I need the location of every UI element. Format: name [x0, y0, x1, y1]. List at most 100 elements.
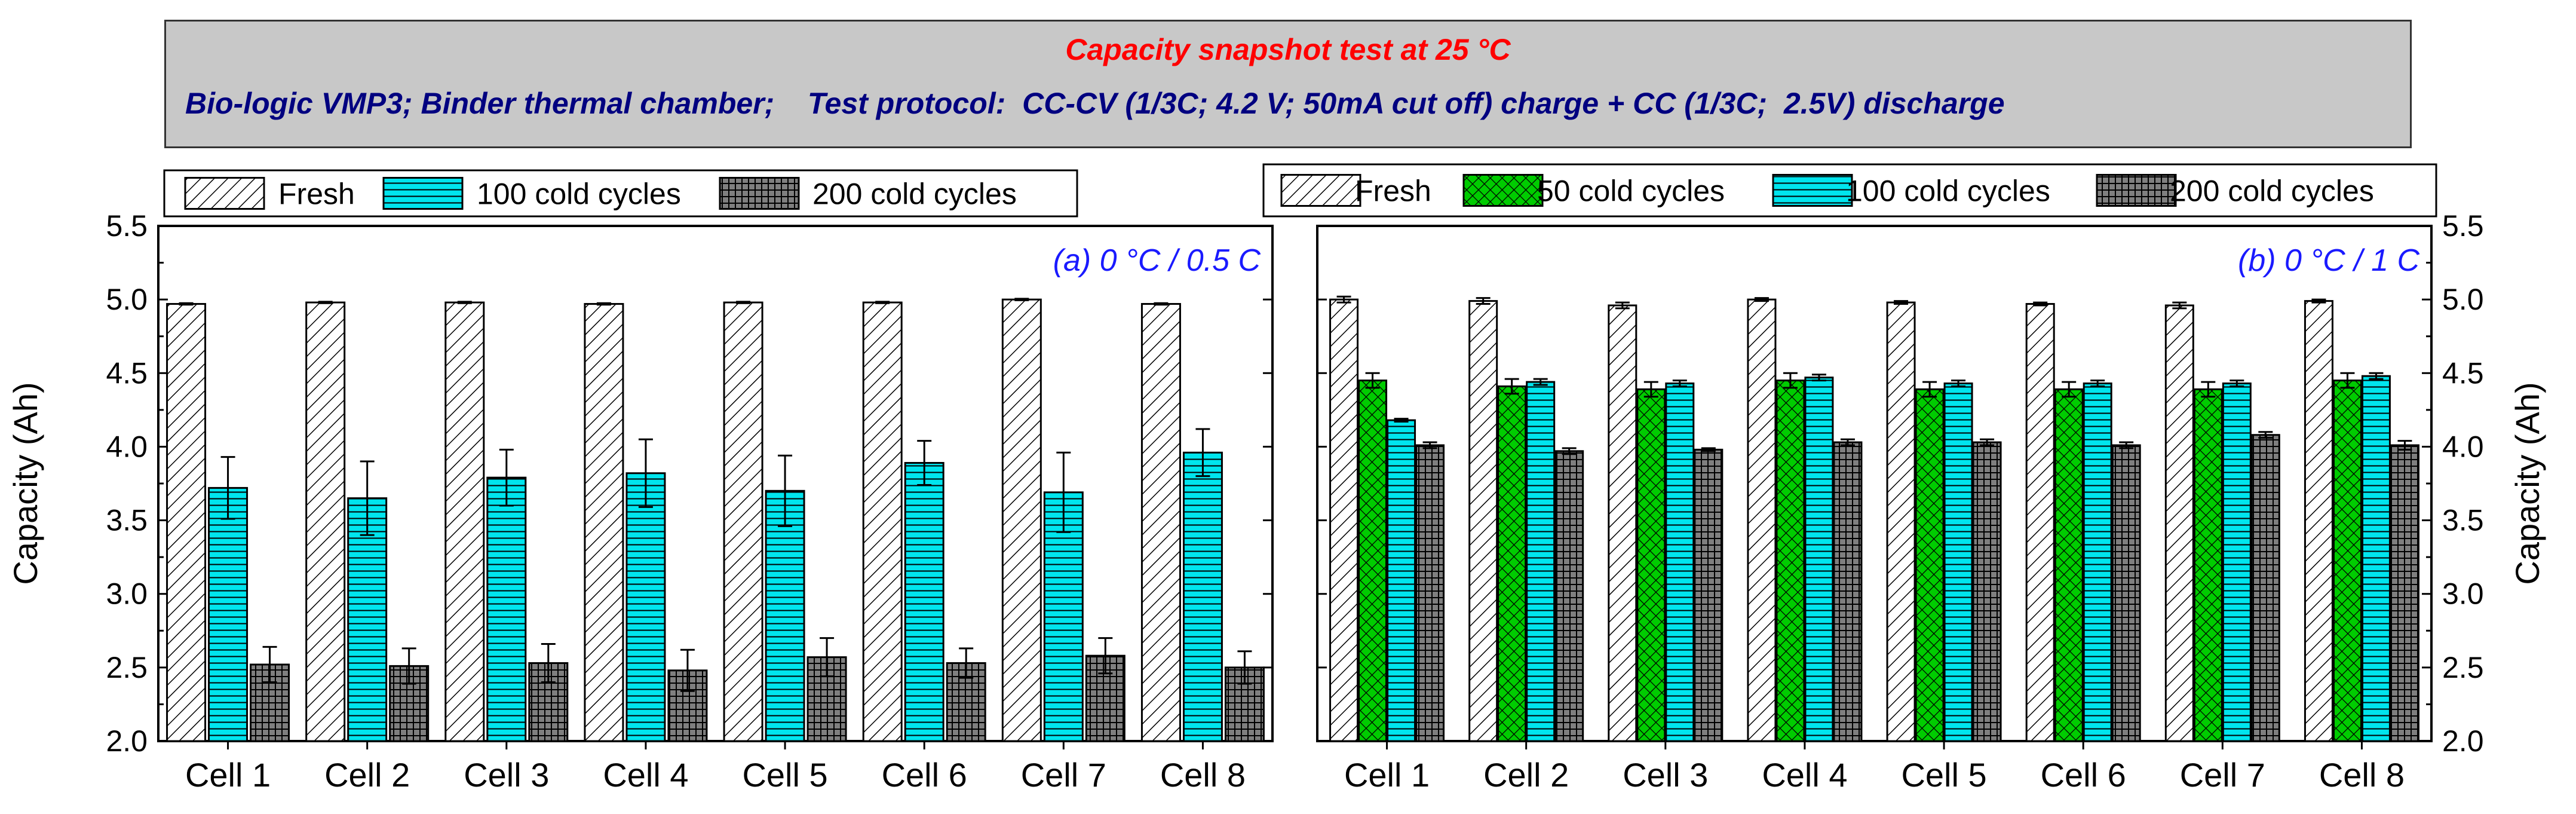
bar — [1915, 388, 1945, 742]
y-tick-label: 4.0 — [106, 430, 148, 463]
bar — [1943, 382, 1973, 742]
y-tick-label: 2.0 — [106, 724, 148, 758]
bar — [1001, 298, 1042, 742]
bar — [1497, 385, 1527, 742]
x-tick-label: Cell 7 — [2180, 756, 2265, 794]
bar — [2332, 380, 2362, 742]
bar — [1747, 298, 1777, 742]
x-tick-label: Cell 8 — [2319, 756, 2405, 794]
x-tick-label: Cell 2 — [1483, 756, 1569, 794]
bar — [347, 497, 388, 742]
bar — [904, 462, 944, 742]
legend-swatch — [1280, 174, 1361, 207]
x-tick-label: Cell 8 — [1160, 756, 1246, 794]
bar — [2304, 300, 2333, 742]
y-tick-label: 3.0 — [2442, 577, 2484, 611]
legend-swatch — [1772, 174, 1853, 207]
bar — [1694, 448, 1724, 742]
x-tick-label: Cell 6 — [2041, 756, 2126, 794]
bar — [1140, 303, 1181, 742]
legend-swatch — [1462, 174, 1544, 207]
bar — [1636, 388, 1666, 742]
bar — [1833, 441, 1863, 742]
bar — [2390, 444, 2419, 742]
bar — [1415, 444, 1445, 742]
y-tick-label: 4.0 — [2442, 430, 2484, 463]
bar — [1358, 380, 1388, 742]
bar — [2025, 303, 2055, 742]
legend-swatch — [719, 177, 800, 210]
x-tick-label: Cell 1 — [185, 756, 271, 794]
bar — [765, 489, 805, 742]
bar — [1972, 441, 2002, 742]
legend-label: 200 cold cycles — [2170, 175, 2374, 208]
bar — [208, 486, 249, 742]
legend-label: Fresh — [1355, 175, 1431, 208]
bar — [1608, 304, 1637, 742]
bar — [2054, 388, 2084, 742]
y-tick-label: 2.5 — [2442, 651, 2484, 684]
legend-label: 100 cold cycles — [477, 178, 681, 211]
x-tick-label: Cell 6 — [882, 756, 967, 794]
bar — [1554, 450, 1584, 742]
bar — [1775, 380, 1805, 742]
x-tick-label: Cell 5 — [742, 756, 827, 794]
bar — [2164, 304, 2194, 742]
legend-label: 200 cold cycles — [812, 178, 1017, 211]
x-tick-label: Cell 7 — [1021, 756, 1106, 794]
bar — [444, 301, 485, 742]
y-tick-label: 3.0 — [106, 577, 148, 611]
x-tick-label: Cell 5 — [1901, 756, 1986, 794]
bar — [2250, 434, 2280, 742]
bar — [305, 301, 346, 742]
bar — [1329, 298, 1359, 742]
legend-frame — [163, 169, 1078, 218]
legend-swatch — [2096, 174, 2177, 207]
y-tick-label: 3.5 — [2442, 504, 2484, 537]
bar — [1804, 377, 1834, 742]
y-axis-label: Capacity (Ah) — [2508, 382, 2546, 585]
x-tick-label: Cell 3 — [1623, 756, 1708, 794]
bar — [166, 303, 207, 742]
y-tick-label: 2.0 — [2442, 724, 2484, 758]
x-tick-label: Cell 1 — [1344, 756, 1430, 794]
bar — [723, 301, 763, 742]
x-tick-label: Cell 2 — [324, 756, 410, 794]
bar — [2083, 382, 2112, 742]
legend-b: Fresh 50 cold cycles 100 cold cycles 200 co… — [1262, 163, 2437, 218]
bar — [2361, 375, 2391, 742]
header-subtitle: Bio-logic VMP3; Binder thermal chamber; … — [185, 87, 2005, 120]
x-tick-label: Cell 4 — [603, 756, 688, 794]
x-tick-label: Cell 3 — [464, 756, 549, 794]
legend-a: Fresh 100 cold cycles 200 cold cycles — [163, 169, 1078, 218]
header-banner: Capacity snapshot test at 25 °C Bio-logi… — [164, 20, 2412, 148]
header-title: Capacity snapshot test at 25 °C — [1065, 33, 1511, 66]
bar — [1043, 491, 1084, 742]
panel-title: (a) 0 °C / 0.5 C — [1053, 243, 1261, 278]
bar — [862, 301, 903, 742]
y-tick-label: 5.0 — [106, 283, 148, 316]
y-tick-label: 4.5 — [2442, 356, 2484, 390]
y-tick-label: 2.5 — [106, 651, 148, 684]
y-tick-label: 5.5 — [106, 209, 148, 243]
bar — [2111, 444, 2141, 742]
y-tick-label: 3.5 — [106, 504, 148, 537]
legend-label: 100 cold cycles — [1846, 175, 2050, 208]
panel-title: (b) 0 °C / 1 C — [2238, 243, 2419, 278]
y-tick-label: 4.5 — [106, 356, 148, 390]
y-tick-label: 5.0 — [2442, 283, 2484, 316]
bar — [1886, 301, 1916, 742]
legend-swatch — [382, 177, 464, 210]
legend-label: Fresh — [278, 178, 355, 211]
bar — [584, 303, 624, 742]
bar — [1182, 451, 1223, 742]
bar — [1468, 300, 1498, 742]
bar — [2193, 388, 2223, 742]
bar — [1387, 419, 1416, 742]
x-tick-label: Cell 4 — [1762, 756, 1847, 794]
bar — [486, 476, 527, 742]
chart-panel-a: Fresh 100 cold cycles 200 cold cycles 2.0 2.… — [7, 169, 1274, 794]
bar — [1526, 381, 1556, 742]
legend-swatch — [184, 177, 265, 210]
